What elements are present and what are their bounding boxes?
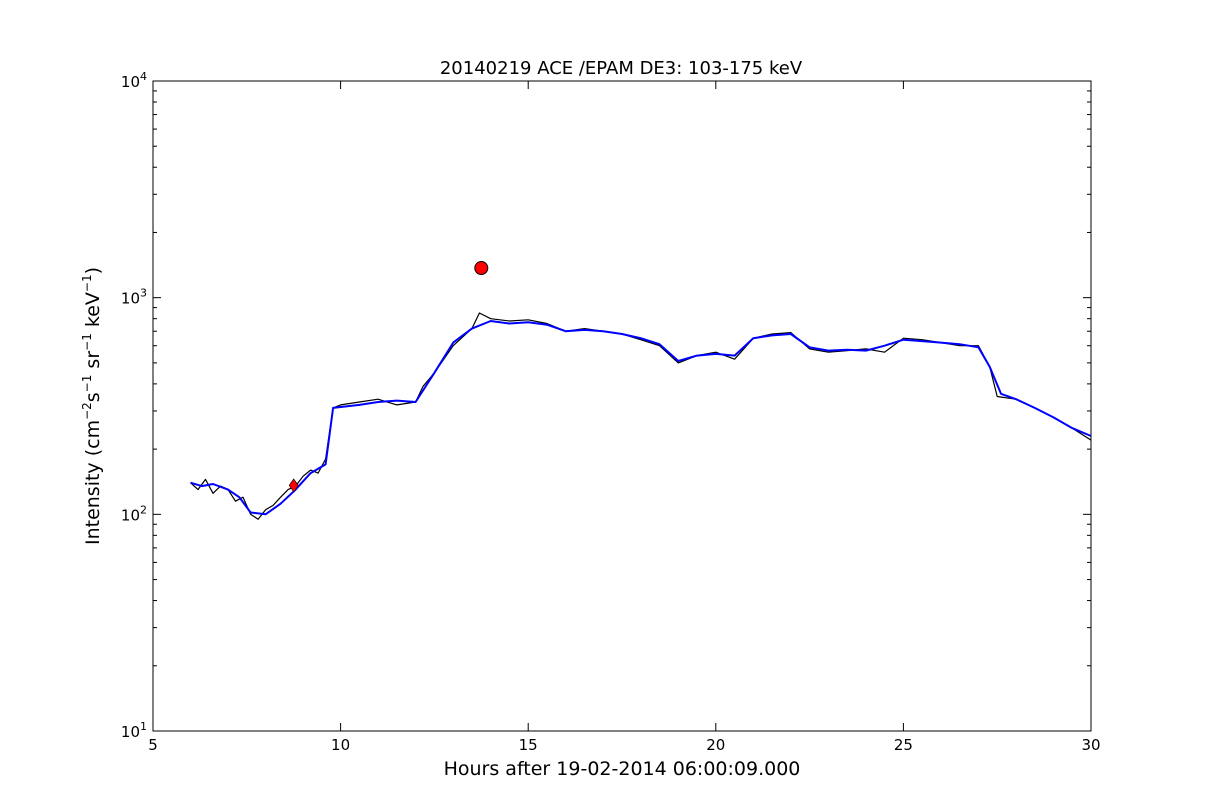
markers-layer xyxy=(288,261,489,493)
y-tick-label: 102 xyxy=(121,503,147,524)
y-label-tail: ) xyxy=(82,267,104,274)
plot-area xyxy=(190,312,1092,520)
y-label-sup-sr: −1 xyxy=(80,333,94,351)
x-axis-ticks: 5 10 15 20 25 30 xyxy=(148,81,1101,754)
y-label-sr: sr xyxy=(82,351,104,375)
onset-marker xyxy=(288,478,299,493)
y-axis-label: Intensity (cm−2s−1 sr−1 keV−1) xyxy=(80,267,104,545)
y-tick-label: 103 xyxy=(121,287,147,308)
y-label-sup-cm: −2 xyxy=(80,402,94,420)
x-tick-label: 10 xyxy=(331,736,350,754)
plot-frame xyxy=(152,80,1092,732)
x-tick-label: 30 xyxy=(1081,736,1100,754)
x-axis-label: Hours after 19-02-2014 06:00:09.000 xyxy=(444,758,801,780)
y-label-s: s xyxy=(82,392,104,402)
y-label-sup-kev: −1 xyxy=(80,274,94,292)
peak-marker xyxy=(474,261,489,276)
series-line-raw xyxy=(190,312,1092,520)
y-tick-label: 104 xyxy=(121,70,147,91)
y-label-kev: keV xyxy=(82,292,104,333)
x-tick-label: 5 xyxy=(148,736,158,754)
y-tick-label: 101 xyxy=(121,720,147,741)
y-axis-ticks: 101 102 103 104 xyxy=(121,70,1091,741)
y-label-lead: Intensity (cm xyxy=(82,420,104,545)
y-label-sup-s: −1 xyxy=(80,375,94,393)
x-tick-label: 20 xyxy=(706,736,725,754)
series-line-smoothed xyxy=(190,320,1092,516)
x-tick-label: 25 xyxy=(894,736,913,754)
chart-title: 20140219 ACE /EPAM DE3: 103-175 keV xyxy=(440,58,803,79)
x-tick-label: 15 xyxy=(519,736,538,754)
